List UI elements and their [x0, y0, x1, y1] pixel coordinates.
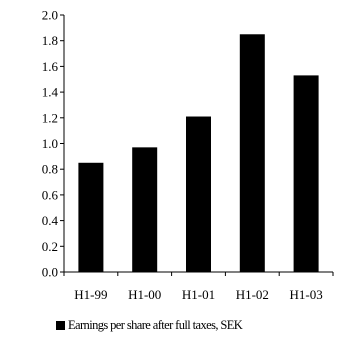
bar-h1-02 [239, 34, 265, 273]
y-tick-label: 1.8 [42, 33, 58, 48]
bar-h1-99 [78, 162, 104, 272]
x-tick-label: H1-00 [128, 287, 161, 302]
bars [78, 34, 319, 273]
y-axis: 0.0 0.2 0.4 0.6 0.8 1.0 1.2 1.4 1.6 1.8 2.0 [42, 8, 65, 280]
bar-h1-00 [132, 147, 158, 272]
x-axis: H1-99 H1-00 H1-01 H1-02 H1-03 [63, 271, 334, 302]
y-tick-label: 1.4 [42, 85, 59, 100]
x-tick-label: H1-03 [289, 287, 322, 302]
y-tick-label: 1.6 [42, 59, 59, 74]
x-tick-label: H1-02 [236, 287, 269, 302]
x-tick-label: H1-99 [74, 287, 107, 302]
bar-h1-03 [293, 75, 319, 273]
y-tick-label: 0.0 [42, 265, 58, 280]
legend-swatch [56, 321, 65, 330]
legend: Earnings per share after full taxes, SEK [56, 318, 243, 333]
legend-label: Earnings per share after full taxes, SEK [68, 318, 243, 332]
y-tick-label: 0.4 [42, 213, 59, 228]
y-tick-label: 0.2 [42, 239, 58, 254]
bar-h1-01 [186, 116, 211, 272]
y-tick-label: 2.0 [42, 8, 58, 23]
y-tick-label: 1.2 [42, 110, 58, 125]
y-tick-label: 0.6 [42, 187, 59, 202]
x-tick-label: H1-01 [182, 287, 215, 302]
y-tick-label: 0.8 [42, 162, 58, 177]
y-tick-label: 1.0 [42, 136, 58, 151]
